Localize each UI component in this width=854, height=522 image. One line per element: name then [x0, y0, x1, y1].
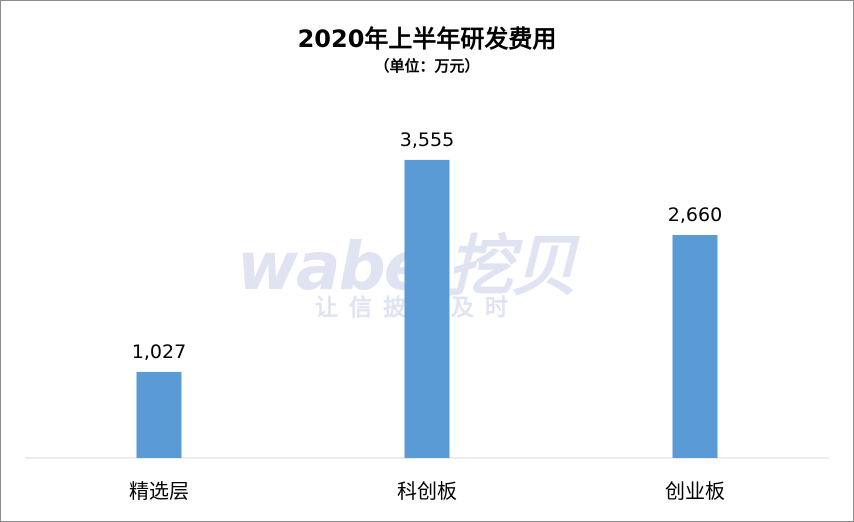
data-label-1: 3,555	[400, 129, 454, 151]
bar-0	[136, 371, 182, 458]
bar-2	[672, 235, 718, 458]
category-label-0: 精选层	[129, 479, 189, 503]
chart-title: 2020年上半年研发费用	[297, 25, 557, 53]
bar-1	[404, 159, 450, 458]
chart-subtitle: （单位：万元）	[374, 57, 480, 75]
data-label-0: 1,027	[132, 341, 186, 363]
category-label-2: 创业板	[665, 479, 725, 503]
category-label-1: 科创板	[397, 479, 457, 503]
data-label-2: 2,660	[668, 204, 722, 226]
